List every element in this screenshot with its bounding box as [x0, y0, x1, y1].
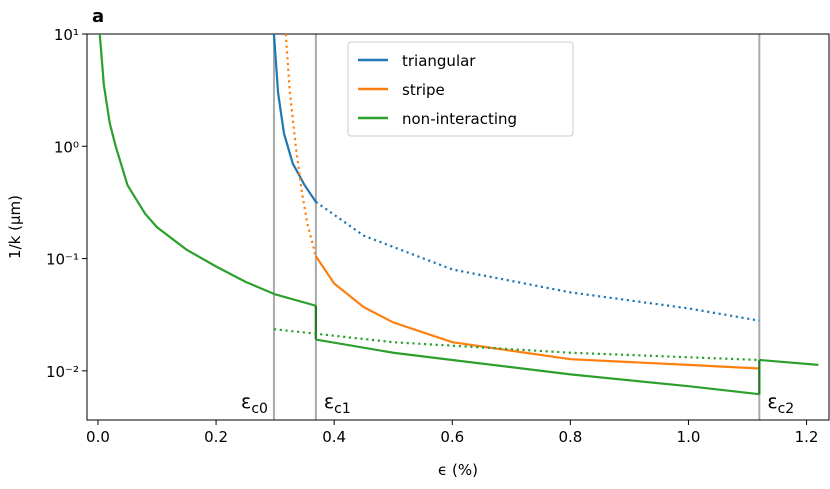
- series-line: [314, 255, 760, 370]
- series-line: [273, 328, 760, 362]
- panel-label: a: [92, 6, 104, 27]
- marker-symbol: ε: [767, 391, 777, 413]
- marker-subscript: c2: [778, 401, 795, 417]
- series-line: [759, 358, 819, 366]
- series-line: [315, 200, 760, 322]
- legend: triangular stripe non-interacting: [347, 41, 574, 137]
- y-axis-label: 1/k (μm): [6, 195, 24, 259]
- marker-subscript: c0: [251, 401, 268, 417]
- x-tick-label: 0.0: [86, 428, 110, 446]
- marker-symbol: ε: [324, 391, 334, 413]
- x-tick-label: 1.2: [795, 428, 819, 446]
- y-tick-label: 10⁻¹: [46, 251, 79, 269]
- x-tick-label: 0.6: [440, 428, 464, 446]
- x-tick-label: 0.2: [204, 428, 228, 446]
- series-line: [272, 34, 317, 203]
- x-axis-label: ϵ (%): [438, 461, 478, 479]
- y-tick-label: 10⁰: [54, 138, 79, 156]
- y-tick-label: 10¹: [54, 26, 79, 44]
- marker-label: εc2: [767, 391, 794, 417]
- plot-frame: [86, 33, 830, 421]
- legend-label: non-interacting: [402, 110, 517, 128]
- series-line: [315, 338, 760, 396]
- marker-label: εc0: [241, 391, 268, 417]
- x-tick-label: 1.0: [677, 428, 701, 446]
- x-tick-label: 0.8: [558, 428, 582, 446]
- x-tick-label: 0.4: [322, 428, 346, 446]
- series-line: [98, 34, 317, 307]
- y-tick-label: 10⁻²: [46, 363, 79, 381]
- legend-label: triangular: [402, 52, 476, 70]
- marker-label: εc1: [324, 391, 351, 417]
- series-line: [284, 34, 317, 257]
- legend-label: stripe: [402, 81, 445, 99]
- marker-subscript: c1: [334, 401, 351, 417]
- marker-symbol: ε: [241, 391, 251, 413]
- legend-box: [347, 41, 574, 137]
